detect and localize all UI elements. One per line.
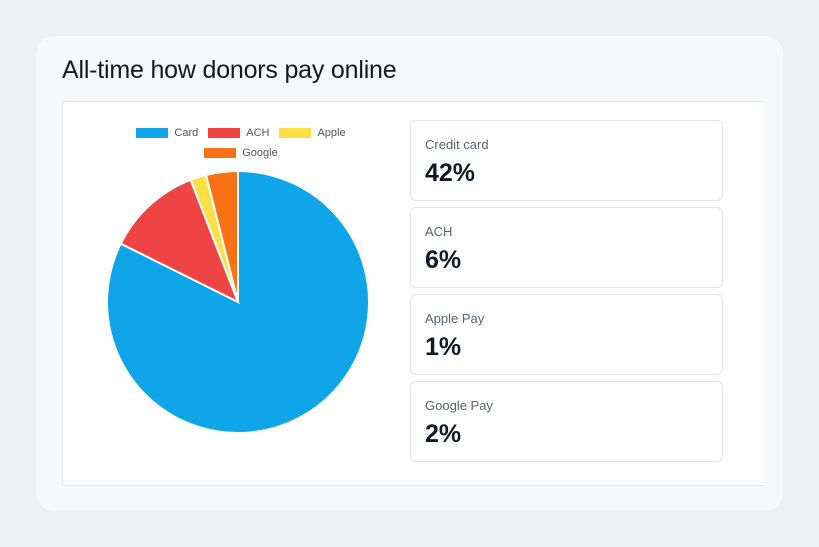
stat-card-credit-card: Credit card 42% <box>410 120 723 201</box>
stat-value: 42% <box>425 159 476 187</box>
pie-chart <box>106 169 370 434</box>
stat-card-apple-pay: Apple Pay 1% <box>410 294 723 375</box>
legend-item-card[interactable]: Card <box>136 126 198 140</box>
stat-label: Apple Pay <box>425 311 485 326</box>
stat-card-google-pay: Google Pay 2% <box>410 381 723 462</box>
legend-label: Google <box>242 147 278 159</box>
legend-label: ACH <box>246 127 270 139</box>
stat-label: ACH <box>425 224 453 239</box>
payment-methods-card: All-time how donors pay online Card ACH … <box>36 36 783 511</box>
chart-legend: Card ACH Apple Google <box>123 126 359 166</box>
pie-slice-ach[interactable] <box>119 178 240 305</box>
legend-swatch <box>279 128 312 138</box>
stat-label: Google Pay <box>425 398 493 413</box>
stat-value: 1% <box>425 333 462 361</box>
card-title: All-time how donors pay online <box>62 56 397 84</box>
stat-value: 2% <box>425 420 462 448</box>
pie-slice-google[interactable] <box>204 169 239 303</box>
legend-item-google[interactable]: Google <box>204 146 278 160</box>
legend-item-apple[interactable]: Apple <box>279 126 346 140</box>
legend-item-ach[interactable]: ACH <box>208 126 269 140</box>
legend-swatch <box>204 148 237 158</box>
legend-label: Apple <box>317 127 346 139</box>
stat-value: 6% <box>425 246 462 274</box>
stat-label: Credit card <box>425 137 489 152</box>
legend-swatch <box>208 128 241 138</box>
stat-card-ach: ACH 6% <box>410 207 723 288</box>
chart-panel: Card ACH Apple Google Credit card 42% AC… <box>62 101 765 486</box>
legend-swatch <box>136 128 169 138</box>
legend-label: Card <box>174 127 199 139</box>
